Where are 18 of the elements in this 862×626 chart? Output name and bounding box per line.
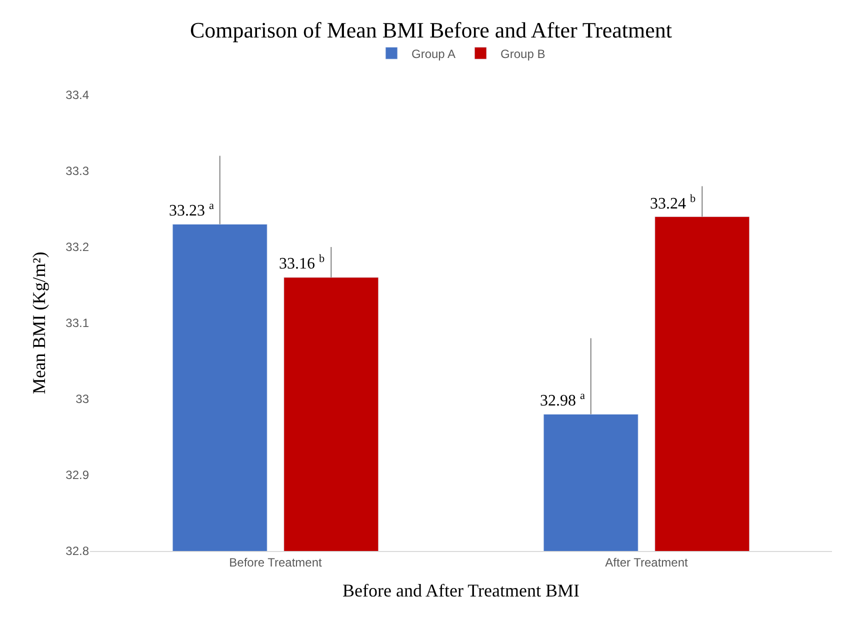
chart-title: Comparison of Mean BMI Before and After Treatment — [190, 17, 672, 42]
legend-label: Group A — [412, 46, 456, 61]
data-label: 32.98 $^{a}$ — [540, 390, 585, 410]
y-tick-label: 33.4 — [66, 88, 90, 102]
x-tick-label: Before Treatment — [229, 555, 323, 570]
y-tick-label: 32.8 — [66, 544, 90, 558]
data-label: 33.23 $^{a}$ — [169, 200, 214, 220]
y-tick-label: 33 — [76, 392, 90, 406]
data-label: 33.24 $^{b}$ — [650, 193, 696, 213]
data-label: 33.16 $^{b}$ — [279, 253, 325, 273]
y-tick-label: 33.1 — [66, 316, 90, 330]
y-tick-label: 33.3 — [66, 164, 90, 178]
x-tick-label: After Treatment — [605, 555, 689, 570]
x-axis-title: Before and After Treatment BMI — [342, 580, 580, 600]
y-tick-label: 33.2 — [66, 240, 90, 254]
y-axis-title: Mean BMI (Kg/m²) — [28, 252, 49, 394]
legend-label: Group B — [500, 46, 546, 61]
y-tick-label: 32.9 — [66, 468, 90, 482]
